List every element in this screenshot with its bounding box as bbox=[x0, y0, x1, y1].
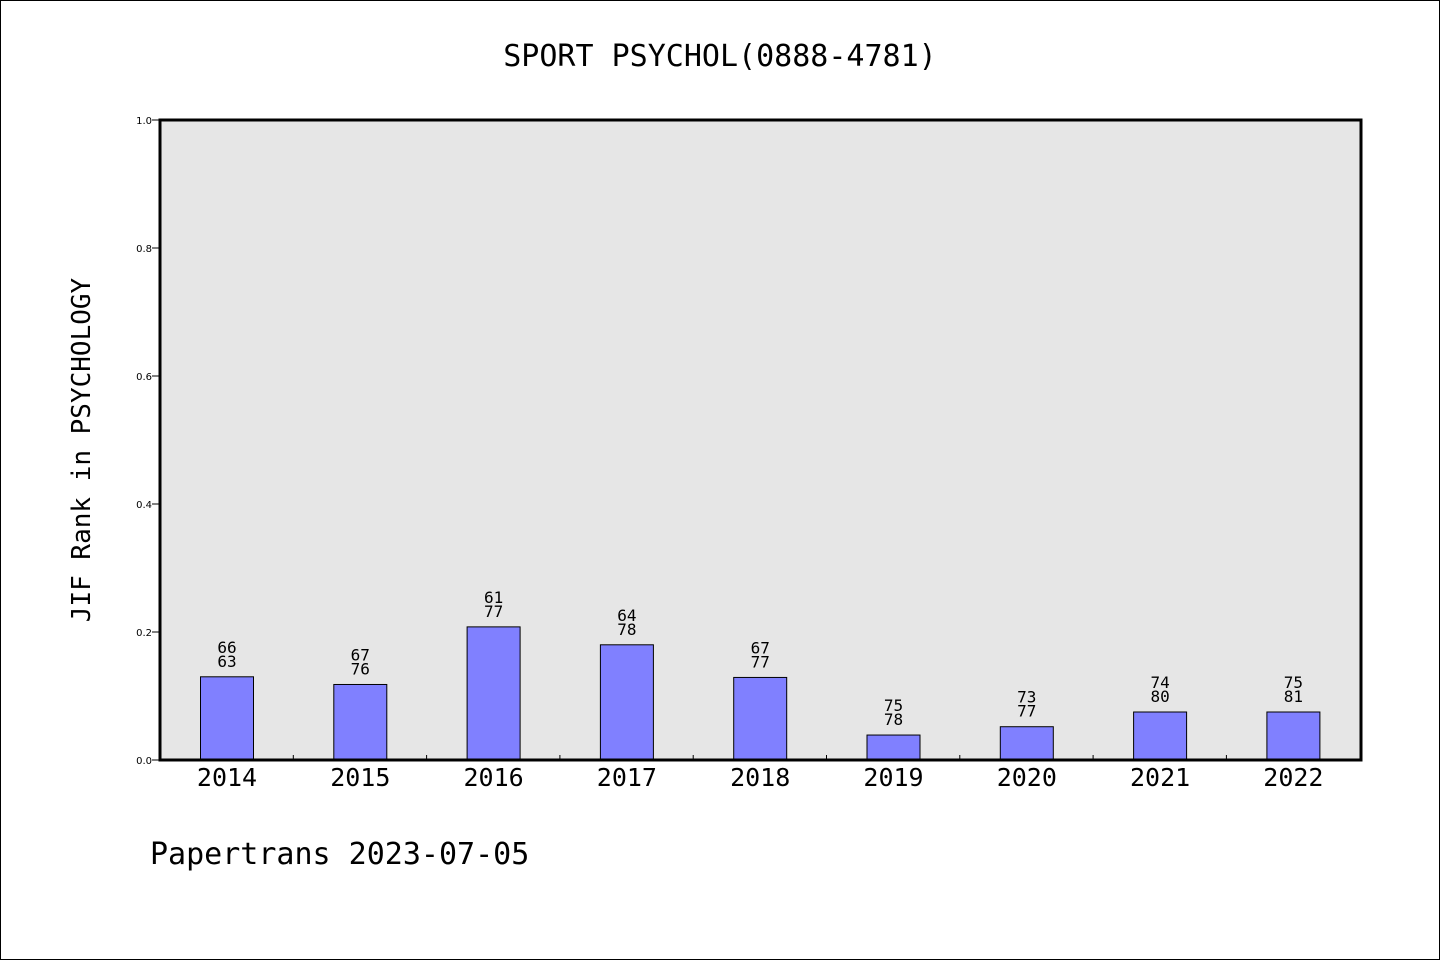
bar-2016 bbox=[466, 626, 521, 761]
x-tick-label: 2014 bbox=[197, 763, 257, 792]
bar-2019 bbox=[866, 734, 921, 761]
bar-label-top: 73 bbox=[1017, 688, 1036, 707]
y-axis: 0.0 0.2 0.4 0.6 0.8 1.0 bbox=[136, 116, 160, 767]
bar-label-bottom: 78 bbox=[884, 710, 903, 729]
bar-label-top: 67 bbox=[351, 645, 370, 664]
bar-label-bottom: 77 bbox=[484, 602, 503, 621]
bar-label-bottom: 80 bbox=[1150, 687, 1169, 706]
bar-2022 bbox=[1266, 711, 1321, 761]
bar-label-top: 75 bbox=[884, 696, 903, 715]
y-axis-label: JIF Rank in PSYCHOLOGY bbox=[67, 277, 97, 622]
bar-2021 bbox=[1133, 711, 1188, 761]
x-tick-label: 2016 bbox=[463, 763, 523, 792]
bar-label-top: 64 bbox=[617, 606, 636, 625]
bar-label-top: 75 bbox=[1284, 673, 1303, 692]
bar-2017 bbox=[599, 644, 654, 761]
bar-label-top: 74 bbox=[1150, 673, 1169, 692]
bar-label-bottom: 63 bbox=[217, 652, 236, 671]
y-tick-label: 0.2 bbox=[136, 628, 152, 639]
x-axis: 2014 2015 2016 2017 2018 2019 2020 2021 2022 bbox=[197, 755, 1324, 792]
y-tick-label: 0.6 bbox=[136, 372, 152, 383]
bar-label-bottom: 81 bbox=[1284, 687, 1303, 706]
x-tick-label: 2019 bbox=[863, 763, 923, 792]
x-tick-label: 2018 bbox=[730, 763, 790, 792]
y-tick-label: 1.0 bbox=[136, 116, 152, 127]
bar-label-bottom: 76 bbox=[351, 659, 370, 678]
bar-2014 bbox=[200, 676, 254, 761]
bar-label-bottom: 77 bbox=[751, 652, 770, 671]
y-tick-label: 0.0 bbox=[136, 756, 152, 767]
footer-credit: Papertrans 2023-07-05 bbox=[150, 837, 529, 872]
bar-label-top: 61 bbox=[484, 588, 503, 607]
plot-area bbox=[160, 120, 1361, 760]
x-tick-label: 2021 bbox=[1130, 763, 1190, 792]
bar-label-top: 66 bbox=[217, 638, 236, 657]
bar-series bbox=[200, 626, 1321, 761]
bar-2015 bbox=[333, 683, 388, 761]
bar-label-bottom: 77 bbox=[1017, 702, 1036, 721]
y-tick-label: 0.4 bbox=[136, 500, 152, 511]
x-tick-label: 2022 bbox=[1263, 763, 1323, 792]
bar-2018 bbox=[733, 676, 788, 761]
x-tick-label: 2015 bbox=[330, 763, 390, 792]
bar-label-bottom: 78 bbox=[617, 620, 636, 639]
bar-2020 bbox=[999, 726, 1054, 761]
x-tick-label: 2017 bbox=[597, 763, 657, 792]
chart-title: SPORT PSYCHOL(0888-4781) bbox=[503, 39, 936, 74]
x-tick-label: 2020 bbox=[997, 763, 1057, 792]
bar-label-top: 67 bbox=[751, 638, 770, 657]
plot-border bbox=[158, 118, 1363, 762]
y-tick-label: 0.8 bbox=[136, 244, 152, 255]
